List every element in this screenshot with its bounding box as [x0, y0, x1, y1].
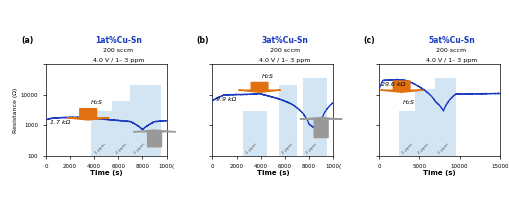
Bar — [414, 89, 435, 156]
Text: 3at%Cu-Sn: 3at%Cu-Sn — [261, 36, 308, 45]
X-axis label: Time (s): Time (s) — [422, 170, 455, 176]
Text: (c): (c) — [363, 36, 375, 45]
X-axis label: Time (s): Time (s) — [90, 170, 122, 176]
Text: 29.6 kΩ: 29.6 kΩ — [380, 82, 404, 87]
Text: 200 sccm: 200 sccm — [436, 48, 466, 53]
Text: $H_2S$: $H_2S$ — [261, 72, 274, 81]
Text: 3 ppm: 3 ppm — [305, 142, 318, 155]
Bar — [302, 78, 327, 156]
Text: 9.9 kΩ: 9.9 kΩ — [216, 97, 236, 102]
Text: 200 sccm: 200 sccm — [269, 48, 299, 53]
Text: 1 ppm: 1 ppm — [94, 142, 106, 155]
Text: 200 sccm: 200 sccm — [103, 48, 133, 53]
Bar — [435, 78, 455, 156]
Text: 4.0 V / 1– 3 ppm: 4.0 V / 1– 3 ppm — [425, 58, 476, 63]
Text: $H_2S$: $H_2S$ — [90, 98, 103, 107]
Bar — [130, 85, 160, 156]
Text: 1 ppm: 1 ppm — [245, 142, 257, 155]
Text: 1 ppm: 1 ppm — [400, 142, 413, 155]
Text: 3 ppm: 3 ppm — [132, 142, 145, 155]
X-axis label: Time (s): Time (s) — [256, 170, 289, 176]
Y-axis label: Resistance (Ω): Resistance (Ω) — [13, 87, 18, 133]
Text: 2 ppm: 2 ppm — [416, 142, 429, 155]
Text: 1.7 kΩ: 1.7 kΩ — [49, 120, 70, 125]
Text: 5at%Cu-Sn: 5at%Cu-Sn — [427, 36, 474, 45]
Text: 4.0 V / 1– 3 ppm: 4.0 V / 1– 3 ppm — [259, 58, 310, 63]
Bar — [242, 111, 266, 156]
Bar — [399, 111, 414, 156]
Text: 4.0 V / 1– 3 ppm: 4.0 V / 1– 3 ppm — [93, 58, 144, 63]
Bar — [278, 85, 296, 156]
Text: $H_2S$: $H_2S$ — [402, 98, 415, 107]
Bar — [112, 101, 130, 156]
Text: 1at%Cu-Sn: 1at%Cu-Sn — [95, 36, 142, 45]
Text: 2 ppm: 2 ppm — [115, 142, 127, 155]
Text: 3 ppm: 3 ppm — [436, 142, 449, 155]
Text: (a): (a) — [21, 36, 34, 45]
Text: (b): (b) — [196, 36, 209, 45]
Text: 2 ppm: 2 ppm — [281, 142, 293, 155]
Bar — [91, 111, 112, 156]
